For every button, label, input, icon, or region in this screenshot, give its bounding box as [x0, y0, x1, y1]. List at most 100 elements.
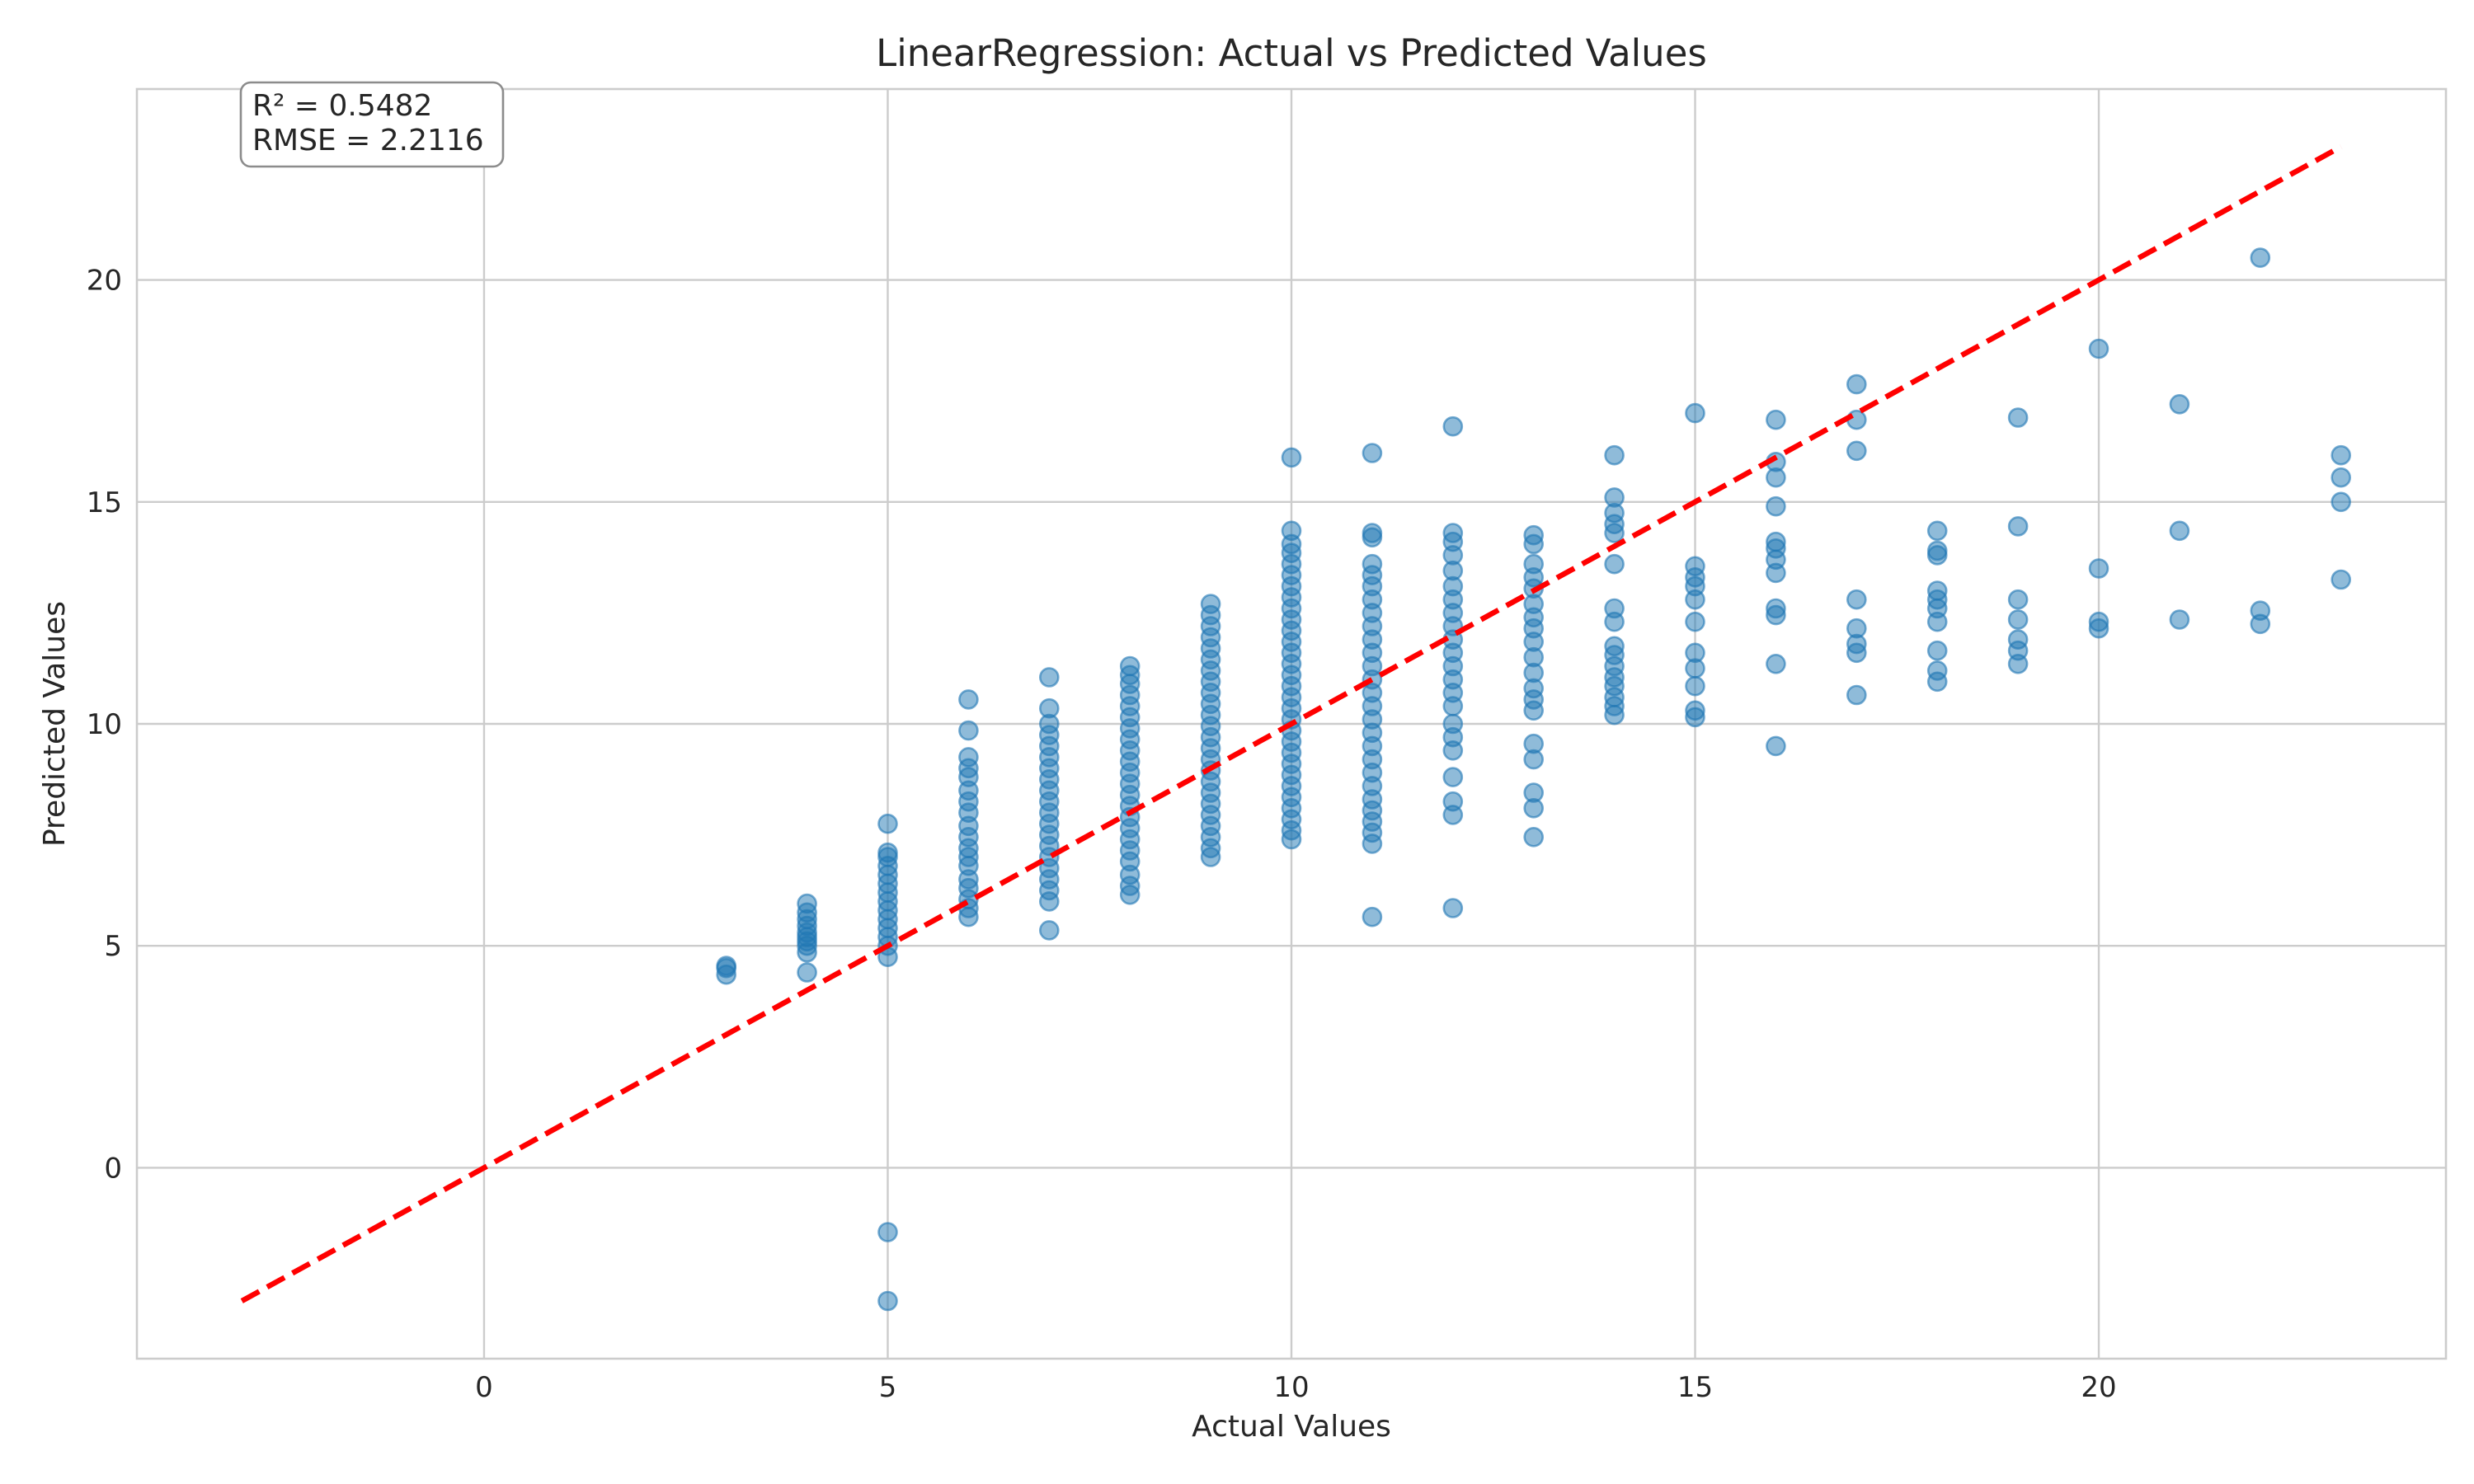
data-point	[2169, 520, 2190, 542]
data-point	[1766, 598, 1786, 619]
data-point	[877, 1290, 898, 1312]
data-point	[1685, 675, 1705, 697]
r2-label: R² = 0.5482	[252, 89, 432, 123]
data-point	[1604, 487, 1625, 508]
data-point	[1119, 655, 1141, 677]
data-point	[2331, 444, 2351, 466]
data-point	[1039, 697, 1060, 719]
data-point	[2169, 393, 2190, 415]
data-point	[2250, 600, 2271, 622]
data-point	[1766, 531, 1786, 552]
data-point	[1846, 618, 1867, 639]
x-tick-label: 15	[1677, 1371, 1713, 1404]
data-point	[1685, 556, 1705, 577]
data-points	[716, 247, 2351, 1312]
data-point	[1846, 684, 1867, 706]
x-tick-label: 0	[475, 1371, 493, 1404]
data-point	[797, 962, 817, 983]
data-point	[1281, 447, 1302, 468]
ideal-prediction-line	[240, 144, 2343, 1303]
data-point	[958, 747, 979, 768]
data-point	[1604, 636, 1625, 657]
data-point	[2007, 629, 2029, 650]
data-point	[1766, 735, 1786, 757]
data-point	[1926, 580, 1948, 601]
data-point	[1442, 713, 1464, 735]
y-tick-label: 5	[104, 930, 122, 963]
data-point	[2331, 491, 2351, 513]
data-point	[1442, 523, 1464, 543]
data-point	[877, 842, 898, 863]
plot-area-frame	[135, 87, 2448, 1360]
x-axis-label: Actual Values	[1192, 1410, 1391, 1444]
data-point	[2007, 589, 2029, 610]
data-point	[1523, 524, 1544, 546]
rmse-label: RMSE = 2.2116	[252, 124, 484, 157]
data-point	[1039, 667, 1060, 688]
data-point	[1685, 700, 1705, 721]
x-tick-label: 5	[879, 1371, 897, 1404]
data-point	[1685, 642, 1705, 664]
y-tick-label: 20	[87, 265, 122, 298]
y-tick-label: 15	[87, 486, 122, 519]
data-point	[1846, 440, 1867, 462]
data-point	[1523, 553, 1544, 575]
data-point	[1523, 782, 1544, 803]
data-point	[2088, 611, 2109, 632]
data-point	[1685, 611, 1705, 632]
data-point	[2331, 467, 2351, 488]
data-point	[1604, 553, 1625, 575]
data-point	[1362, 906, 1383, 928]
stats-annotation: R² = 0.5482 RMSE = 2.2116	[239, 81, 505, 168]
data-point	[2250, 247, 2271, 268]
data-point	[1523, 733, 1544, 754]
data-point	[2007, 516, 2029, 537]
data-point	[877, 1222, 898, 1242]
data-point	[1846, 589, 1867, 610]
data-point	[2169, 609, 2190, 630]
data-point	[1200, 594, 1221, 614]
data-point	[1846, 373, 1867, 395]
data-point	[1604, 598, 1625, 619]
data-point	[1039, 920, 1060, 941]
data-point	[2007, 407, 2029, 428]
x-tick-label: 10	[1273, 1371, 1309, 1404]
data-point	[1362, 523, 1383, 543]
data-point	[1685, 402, 1705, 424]
data-point	[1281, 520, 1302, 542]
data-point	[1926, 520, 1948, 542]
grid	[137, 89, 2446, 1359]
data-point	[1604, 444, 1625, 466]
data-point	[716, 956, 737, 976]
data-point	[1846, 409, 1867, 430]
data-point	[797, 893, 817, 914]
data-point	[1926, 540, 1948, 561]
data-point	[1523, 826, 1544, 848]
data-point	[1442, 898, 1464, 918]
data-point	[958, 720, 979, 741]
data-point	[1362, 553, 1383, 575]
data-point	[2088, 338, 2109, 359]
x-tick-label: 20	[2081, 1371, 2116, 1404]
tick-labels: 0 5 10 15 20 0 5 10 15 20	[87, 265, 2117, 1404]
data-point	[1926, 640, 1948, 661]
data-point	[1442, 416, 1464, 437]
chart-title: LinearRegression: Actual vs Predicted Va…	[876, 31, 1707, 75]
data-point	[1442, 791, 1464, 812]
data-point	[958, 689, 979, 710]
stats-box	[239, 81, 505, 168]
data-point	[2007, 609, 2029, 630]
y-axis-label: Predicted Values	[38, 601, 72, 847]
data-point	[1766, 653, 1786, 674]
data-point	[877, 813, 898, 834]
y-tick-label: 10	[87, 708, 122, 741]
data-point	[1766, 409, 1786, 430]
y-tick-label: 0	[104, 1152, 122, 1185]
data-point	[2331, 569, 2351, 590]
data-point	[1766, 495, 1786, 517]
data-point	[1442, 767, 1464, 787]
data-point	[1926, 660, 1948, 681]
data-point	[1362, 443, 1383, 463]
data-point	[2088, 558, 2109, 579]
